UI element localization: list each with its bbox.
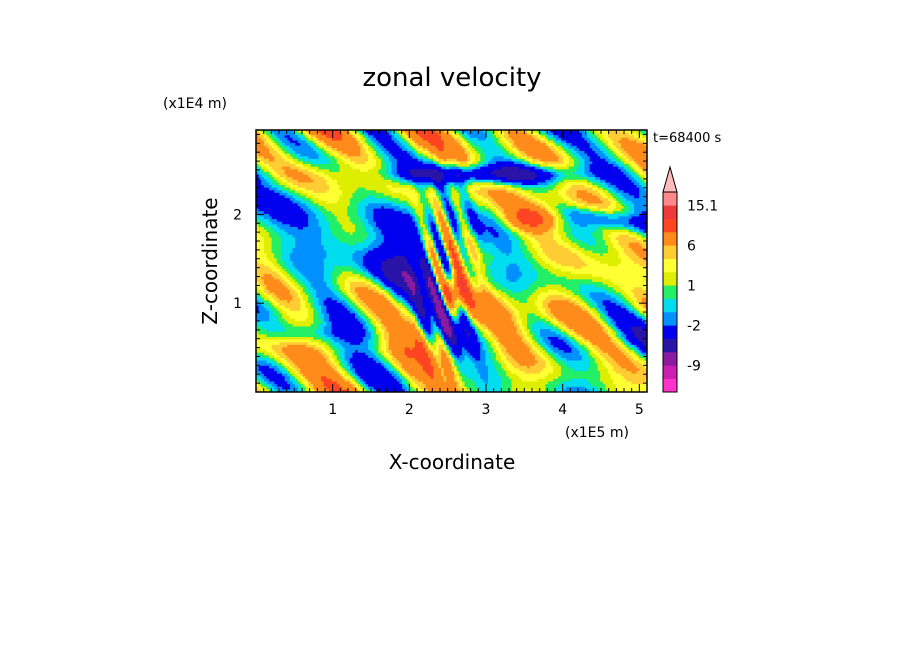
colorbar-label: -2 [687,318,701,334]
colorbar-swatch [663,285,677,299]
colorbar-swatch [663,312,677,326]
x-axis-ticks: 1 2 3 4 5 [263,130,648,418]
y-tick-label: 1 [233,296,242,312]
x-axis-label: X-coordinate [389,450,516,474]
colorbar-swatch [663,272,677,286]
x-tick-label: 4 [558,402,567,418]
colorbar-swatch [663,218,677,233]
x-tick-label: 3 [482,402,491,418]
colorbar-swatch [663,352,677,366]
colorbar-swatch [663,205,677,219]
chart-title: zonal velocity [362,63,541,93]
x-tick-label: 1 [328,402,337,418]
time-label: t=68400 s [653,131,721,146]
colorbar-swatch [663,338,677,353]
plot-frame [255,129,648,393]
colorbar-swatch [663,232,677,246]
colorbar-swatch [663,298,677,313]
colorbar-swatch [663,378,677,393]
colorbar-swatch [663,325,677,339]
colorbar: 15.1 6 1 -2 -9 [662,165,718,393]
x-tick-label: 2 [405,402,414,418]
x-tick-label: 5 [635,402,644,418]
colorbar-overflow-arrow [662,165,678,193]
y-tick-label: 2 [233,207,242,223]
colorbar-swatch [663,365,677,379]
x-unit-label: (x1E5 m) [565,425,629,441]
colorbar-label: 6 [687,238,696,254]
velocity-field [256,130,647,392]
colorbar-label: -9 [687,358,701,374]
colorbar-swatch [663,258,677,273]
y-axis-label: Z-coordinate [198,197,222,324]
colorbar-swatch [663,192,677,206]
colorbar-swatch [663,245,677,259]
colorbar-label: 1 [687,278,696,294]
colorbar-label: 15.1 [687,198,718,214]
y-axis-ticks: 12 [233,133,647,384]
y-unit-label: (x1E4 m) [163,96,227,112]
